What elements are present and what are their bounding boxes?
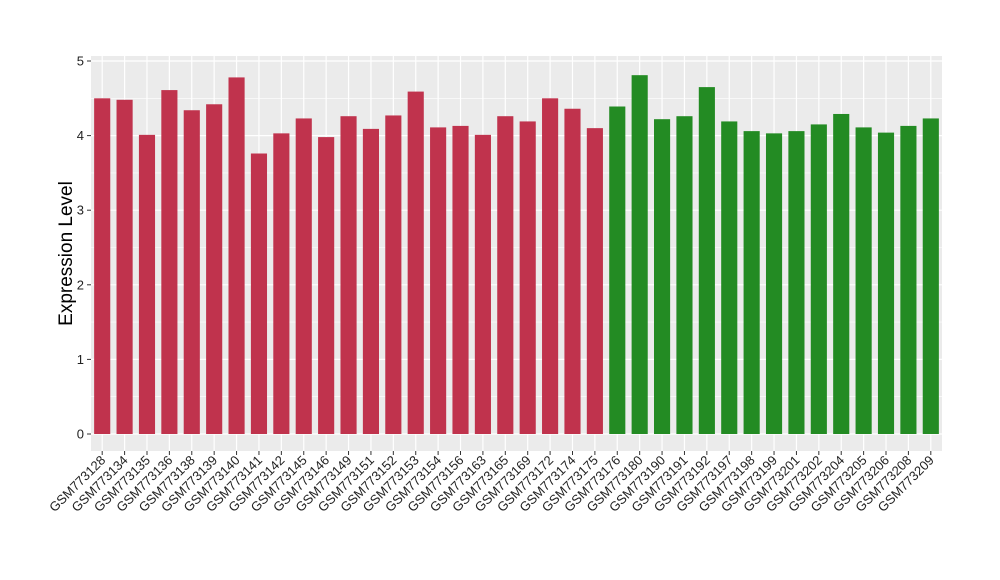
bar-GSM773146 xyxy=(318,137,335,435)
bar-GSM773165 xyxy=(497,116,514,434)
bar-GSM773135 xyxy=(138,134,156,434)
bar-GSM773190 xyxy=(654,119,671,435)
bar-GSM773136 xyxy=(161,90,178,435)
bar-GSM773169 xyxy=(519,121,536,435)
bar-GSM773145 xyxy=(295,118,312,434)
bar-GSM773141 xyxy=(250,153,268,434)
bar-GSM773202 xyxy=(810,124,827,434)
bar-GSM773156 xyxy=(452,125,469,434)
bar-GSM773175 xyxy=(586,128,603,434)
y-tick-label: 5 xyxy=(77,54,84,69)
y-axis-title: Expression Level xyxy=(56,181,77,326)
bar-GSM773205 xyxy=(855,127,872,435)
x-axis: GSM773128GSM773134GSM773135GSM773136GSM7… xyxy=(46,451,937,515)
bar-GSM773204 xyxy=(833,113,850,434)
bar-GSM773138 xyxy=(183,110,200,435)
bar-GSM773192 xyxy=(698,87,715,435)
y-axis: 0 1 2 3 4 5 xyxy=(77,54,91,442)
bar-GSM773149 xyxy=(340,116,357,434)
bar-GSM773209 xyxy=(922,118,939,434)
bar-GSM773172 xyxy=(542,98,559,435)
bar-GSM773163 xyxy=(474,134,491,434)
y-tick-label: 4 xyxy=(77,128,84,143)
bar-GSM773206 xyxy=(877,132,895,434)
bar-GSM773153 xyxy=(407,91,424,434)
bar-GSM773152 xyxy=(385,115,402,434)
bar-GSM773191 xyxy=(676,116,693,434)
y-tick-label: 2 xyxy=(77,277,84,292)
bar-GSM773199 xyxy=(765,133,783,434)
bar-GSM773142 xyxy=(273,133,290,434)
bar-GSM773154 xyxy=(430,127,447,435)
bar-GSM773134 xyxy=(116,99,133,435)
bar-GSM773180 xyxy=(631,75,648,434)
y-tick-label: 3 xyxy=(77,203,84,218)
bar-GSM773197 xyxy=(721,121,738,435)
bar-GSM773201 xyxy=(788,131,805,434)
bar-GSM773174 xyxy=(564,108,581,434)
bar-GSM773208 xyxy=(900,125,917,434)
bar-GSM773176 xyxy=(609,106,626,435)
bar-GSM773151 xyxy=(362,128,379,435)
bar-GSM773139 xyxy=(206,104,223,434)
bar-GSM773140 xyxy=(228,77,245,435)
y-tick-label: 1 xyxy=(77,352,84,367)
bar-GSM773198 xyxy=(743,131,760,434)
bars xyxy=(94,75,939,435)
y-tick-label: 0 xyxy=(77,427,84,442)
bar-GSM773128 xyxy=(94,98,111,435)
